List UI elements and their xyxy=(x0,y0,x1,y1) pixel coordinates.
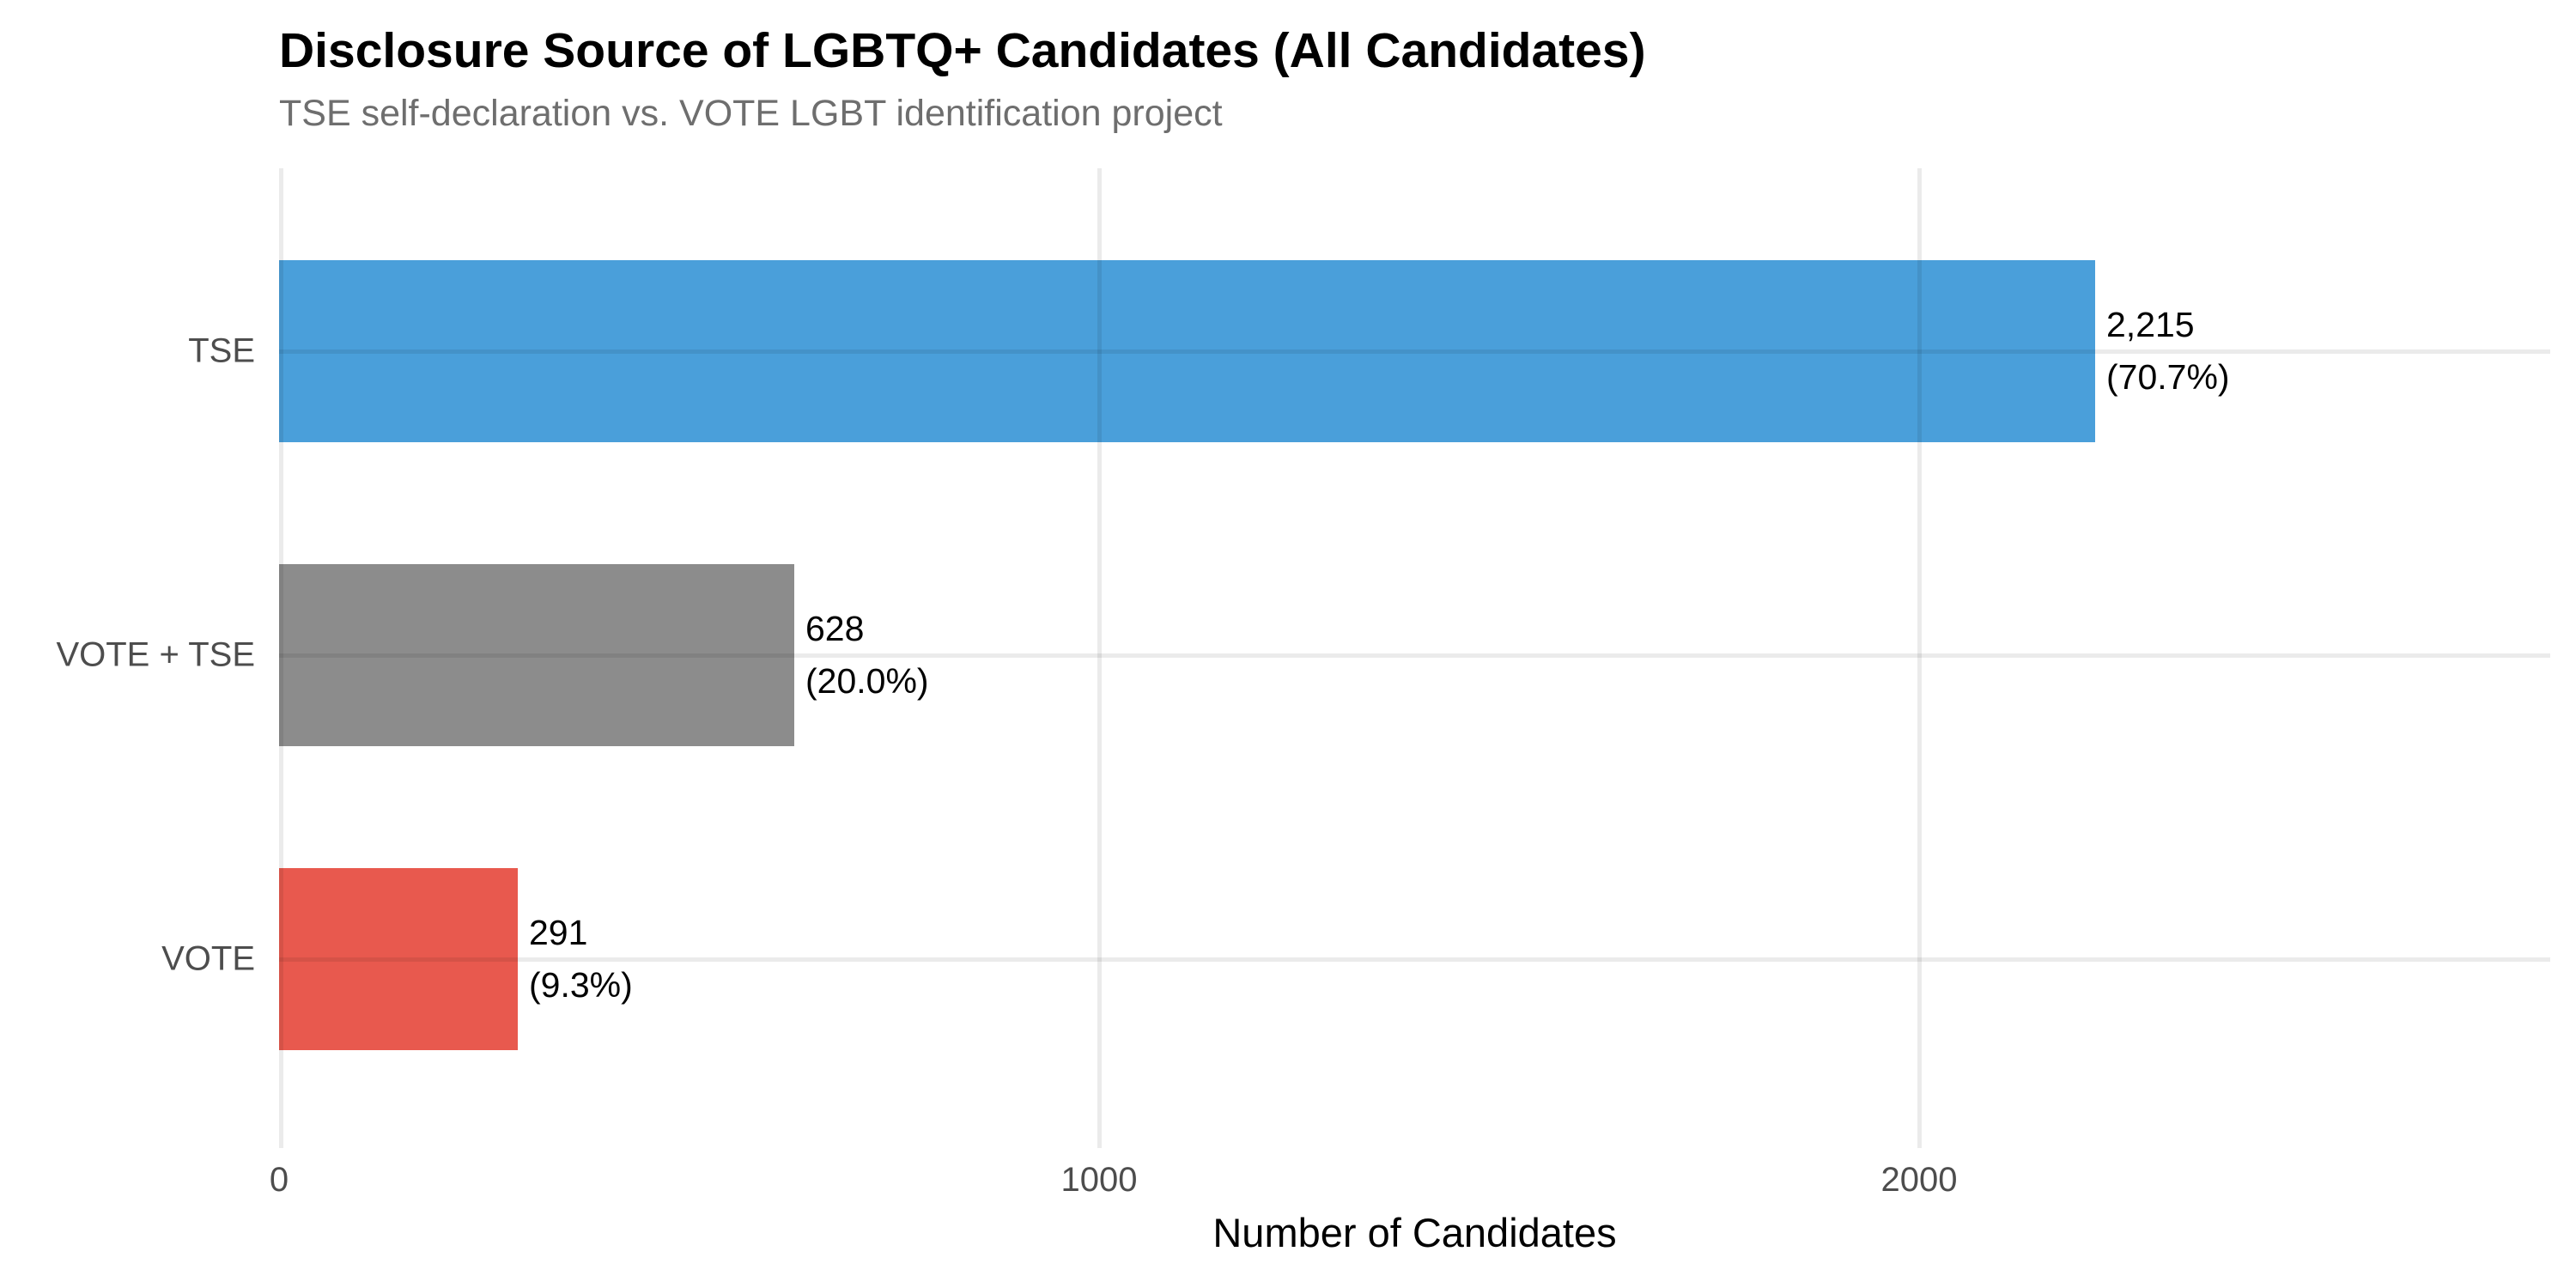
x-tick-label: 0 xyxy=(269,1161,289,1199)
x-tick-label: 2000 xyxy=(1880,1161,1958,1199)
category-label-vote-tse: VOTE + TSE xyxy=(56,635,255,674)
bar-value-percent: (70.7%) xyxy=(2106,357,2230,397)
bar-vote xyxy=(279,868,518,1050)
chart-title: Disclosure Source of LGBTQ+ Candidates (… xyxy=(279,23,1646,78)
chart-subtitle: TSE self-declaration vs. VOTE LGBT ident… xyxy=(279,93,1223,134)
x-tick-label: 1000 xyxy=(1060,1161,1138,1199)
gridline-vertical xyxy=(1917,168,1922,1148)
bar-value-percent: (9.3%) xyxy=(529,965,633,1005)
bar-tse xyxy=(279,260,2095,442)
bar-value-label: 628 (20.0%) xyxy=(805,603,929,708)
gridline-vertical xyxy=(1097,168,1102,1148)
bar-value-label: 291 (9.3%) xyxy=(529,907,633,1012)
gridline-horizontal xyxy=(279,349,2550,354)
bar-value-percent: (20.0%) xyxy=(805,661,929,701)
bar-value-count: 291 xyxy=(529,913,588,952)
gridline-horizontal xyxy=(279,653,2550,658)
bar-value-label: 2,215 (70.7%) xyxy=(2106,299,2230,404)
gridline-vertical xyxy=(279,168,283,1148)
category-label-tse: TSE xyxy=(188,331,255,370)
plot-panel: 2,215 (70.7%) 628 (20.0%) 291 (9.3%) xyxy=(279,168,2550,1148)
x-axis-title: Number of Candidates xyxy=(1212,1210,1617,1255)
gridline-horizontal xyxy=(279,957,2550,962)
category-label-vote: VOTE xyxy=(161,939,255,978)
bar-value-count: 2,215 xyxy=(2106,305,2195,344)
bar-value-count: 628 xyxy=(805,609,865,648)
bar-vote-tse xyxy=(279,564,794,746)
